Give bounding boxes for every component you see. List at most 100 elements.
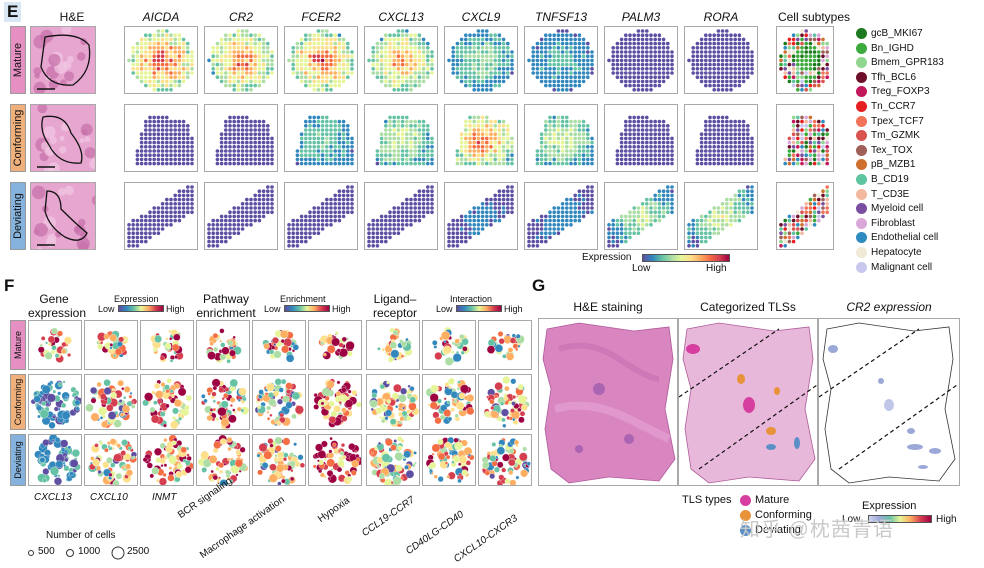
colorbar-label: Interaction	[450, 294, 493, 304]
tls-type-mature: Mature	[740, 494, 789, 506]
bubble-tile	[196, 434, 250, 486]
spatial-expression-tile	[124, 26, 198, 94]
tls-mature	[686, 344, 700, 354]
he-image-tile	[30, 182, 96, 250]
panel-e-letter: E	[4, 2, 22, 22]
subtype-dot-icon	[856, 115, 867, 127]
bubble-tile	[28, 320, 82, 370]
legend-label: gcB_MKI67	[871, 28, 923, 39]
tls-conforming	[766, 427, 776, 435]
row-tab-conforming: Conforming	[10, 104, 26, 172]
legend-label: Tm_GZMK	[871, 130, 920, 142]
colorbar-low: Low	[632, 263, 651, 274]
column-label: CXCL13	[34, 492, 72, 503]
bubble-tile	[478, 374, 532, 430]
he-image-tile	[30, 26, 96, 94]
tls-type-conforming: Conforming	[740, 509, 812, 521]
expression-colorbar-label: Expression	[582, 252, 632, 263]
legend-label: B_CD19	[871, 174, 909, 185]
spatial-expression-tile	[604, 26, 678, 94]
size-legend-1000: 1000	[78, 546, 101, 557]
row-tab-deviating: Deviating	[10, 182, 26, 250]
colorbar-gene	[118, 305, 164, 312]
g-title-cr2: CR2 expression	[846, 300, 932, 314]
group-title-gene: Gene expression	[28, 292, 87, 320]
tls-conforming	[774, 387, 780, 395]
tls-mature	[743, 397, 755, 413]
gene-label: CR2	[228, 10, 253, 24]
bubble-tile	[366, 434, 420, 486]
legend-item: Treg_FOXP3	[856, 84, 930, 99]
spatial-expression-tile	[524, 26, 598, 94]
spatial-expression-tile	[604, 104, 678, 172]
bubble-tile	[308, 434, 362, 486]
legend-label: Bmem_GPR183	[871, 57, 944, 69]
deviating-dot-icon	[740, 524, 751, 536]
spatial-expression-tile	[444, 104, 518, 172]
spatial-expression-tile	[524, 182, 598, 250]
bubble-tile	[422, 434, 476, 486]
legend-label: Tex_TOX	[871, 144, 913, 156]
subtype-dot-icon	[856, 261, 867, 273]
size-legend-title: Number of cells	[46, 530, 116, 541]
gene-label: RORA	[703, 10, 739, 24]
gene-label: AICDA	[142, 10, 180, 24]
legend-item: B_CD19	[856, 172, 909, 187]
subtype-dot-icon	[856, 144, 867, 156]
subtype-dot-icon	[856, 71, 867, 83]
g-expression-label: Expression	[862, 500, 917, 512]
tls-deviating	[766, 444, 776, 450]
legend-label: Myeloid cell	[871, 203, 924, 215]
bubble-tile	[140, 434, 194, 486]
bubble-tile	[84, 374, 138, 430]
gene-label: FCER2	[301, 10, 341, 24]
bubble-tile	[366, 374, 420, 430]
spatial-expression-tile	[684, 104, 758, 172]
column-label: CXCL10-CXCR3	[452, 512, 520, 566]
bubble-tile	[196, 374, 250, 430]
subtype-dot-icon	[856, 174, 867, 185]
bubble-tile	[308, 374, 362, 430]
spatial-expression-tile	[204, 26, 278, 94]
size-legend-500: 500	[38, 546, 55, 557]
g-tile-cr2	[818, 318, 960, 486]
bubble-tile	[252, 434, 306, 486]
subtype-dot-icon	[856, 188, 867, 200]
bubble-tile	[28, 434, 82, 486]
column-label: CXCL10	[90, 492, 128, 503]
cell-subtype-tile	[776, 182, 834, 250]
bubble-tile	[478, 320, 532, 370]
spatial-expression-tile	[684, 26, 758, 94]
gene-label: CXCL13	[378, 10, 424, 24]
legend-label: Tfh_BCL6	[871, 71, 917, 83]
spatial-expression-tile	[124, 104, 198, 172]
legend-item: pB_MZB1	[856, 157, 915, 172]
bubble-tile	[478, 434, 532, 486]
colorbar-pathway	[284, 305, 330, 312]
legend-label: T_CD3E	[871, 188, 910, 200]
colorbar-high: High	[332, 304, 351, 314]
bubble-tile	[366, 320, 420, 370]
size-legend	[28, 546, 125, 560]
legend-item: Myeloid cell	[856, 201, 923, 216]
legend-label: Endothelial cell	[871, 232, 939, 244]
tls-conforming	[737, 374, 745, 384]
subtype-dot-icon	[856, 101, 867, 112]
he-title: H&E	[59, 10, 85, 24]
spatial-expression-tile	[204, 104, 278, 172]
conforming-dot-icon	[740, 509, 751, 521]
g-colorbar-high: High	[936, 514, 957, 525]
colorbar-low: Low	[436, 304, 453, 314]
bubble-tile	[252, 320, 306, 370]
spatial-expression-tile	[364, 104, 438, 172]
bubble-tile	[140, 374, 194, 430]
spatial-expression-tile	[204, 182, 278, 250]
tls-deviating	[794, 437, 800, 449]
subtype-dot-icon	[856, 159, 867, 171]
watermark: 知乎 @枕茜青语	[740, 519, 894, 541]
subtype-dot-icon	[856, 130, 867, 142]
spatial-expression-tile	[284, 182, 358, 250]
column-label: Macrophage activation	[198, 494, 287, 562]
legend-item: Tfh_BCL6	[856, 70, 916, 85]
